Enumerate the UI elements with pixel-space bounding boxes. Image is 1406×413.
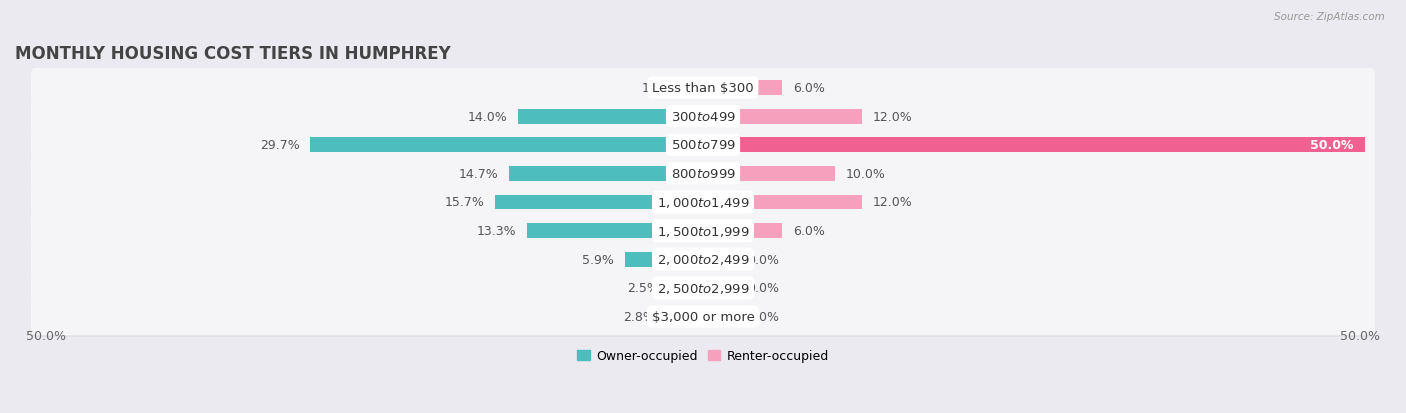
FancyBboxPatch shape <box>31 183 1375 221</box>
Bar <box>703 281 737 296</box>
Bar <box>624 252 703 267</box>
Text: 14.0%: 14.0% <box>467 110 508 123</box>
FancyBboxPatch shape <box>31 268 1375 307</box>
Text: MONTHLY HOUSING COST TIERS IN HUMPHREY: MONTHLY HOUSING COST TIERS IN HUMPHREY <box>15 45 451 62</box>
Bar <box>703 109 862 124</box>
Bar <box>703 252 737 267</box>
Text: $3,000 or more: $3,000 or more <box>651 310 755 323</box>
Text: 0.0%: 0.0% <box>747 310 779 323</box>
Text: 14.7%: 14.7% <box>458 167 498 180</box>
Text: 10.0%: 10.0% <box>846 167 886 180</box>
FancyBboxPatch shape <box>31 127 1375 166</box>
Text: 6.0%: 6.0% <box>793 82 825 95</box>
Text: 12.0%: 12.0% <box>872 110 912 123</box>
Text: 0.0%: 0.0% <box>747 253 779 266</box>
Text: $2,000 to $2,499: $2,000 to $2,499 <box>657 253 749 267</box>
Text: 2.8%: 2.8% <box>623 310 655 323</box>
Text: $2,500 to $2,999: $2,500 to $2,999 <box>657 281 749 295</box>
Text: $500 to $799: $500 to $799 <box>671 139 735 152</box>
Text: 1.4%: 1.4% <box>643 82 673 95</box>
Text: 0.0%: 0.0% <box>747 282 779 294</box>
Legend: Owner-occupied, Renter-occupied: Owner-occupied, Renter-occupied <box>572 344 834 367</box>
Bar <box>517 109 703 124</box>
Text: 13.3%: 13.3% <box>477 225 516 237</box>
Text: Source: ZipAtlas.com: Source: ZipAtlas.com <box>1274 12 1385 22</box>
FancyBboxPatch shape <box>31 298 1375 337</box>
FancyBboxPatch shape <box>31 211 1375 250</box>
Bar <box>703 138 1365 153</box>
Text: 50.0%: 50.0% <box>25 330 66 343</box>
Bar <box>495 195 703 210</box>
Bar <box>311 138 703 153</box>
FancyBboxPatch shape <box>31 241 1375 280</box>
FancyBboxPatch shape <box>31 154 1375 192</box>
FancyBboxPatch shape <box>31 70 1375 108</box>
Bar <box>703 223 782 238</box>
FancyBboxPatch shape <box>31 156 1375 194</box>
Text: 2.5%: 2.5% <box>627 282 659 294</box>
Bar <box>703 81 782 96</box>
FancyBboxPatch shape <box>31 97 1375 135</box>
Bar <box>669 281 703 296</box>
Text: $800 to $999: $800 to $999 <box>671 167 735 180</box>
FancyBboxPatch shape <box>31 297 1375 335</box>
Text: 6.0%: 6.0% <box>793 225 825 237</box>
Bar <box>509 166 703 181</box>
Bar <box>527 223 703 238</box>
Bar <box>703 166 835 181</box>
Text: $1,500 to $1,999: $1,500 to $1,999 <box>657 224 749 238</box>
FancyBboxPatch shape <box>31 69 1375 107</box>
Text: 50.0%: 50.0% <box>1340 330 1381 343</box>
Bar <box>703 309 737 324</box>
Text: 15.7%: 15.7% <box>444 196 485 209</box>
Text: 29.7%: 29.7% <box>260 139 299 152</box>
Bar <box>703 195 862 210</box>
Text: 5.9%: 5.9% <box>582 253 614 266</box>
Text: 12.0%: 12.0% <box>872 196 912 209</box>
FancyBboxPatch shape <box>31 240 1375 278</box>
FancyBboxPatch shape <box>31 98 1375 137</box>
FancyBboxPatch shape <box>31 270 1375 309</box>
Text: 50.0%: 50.0% <box>1310 139 1354 152</box>
Text: Less than $300: Less than $300 <box>652 82 754 95</box>
Bar <box>666 309 703 324</box>
Text: $1,000 to $1,499: $1,000 to $1,499 <box>657 195 749 209</box>
Bar <box>685 81 703 96</box>
FancyBboxPatch shape <box>31 126 1375 164</box>
Text: $300 to $499: $300 to $499 <box>671 110 735 123</box>
FancyBboxPatch shape <box>31 184 1375 223</box>
FancyBboxPatch shape <box>31 213 1375 251</box>
